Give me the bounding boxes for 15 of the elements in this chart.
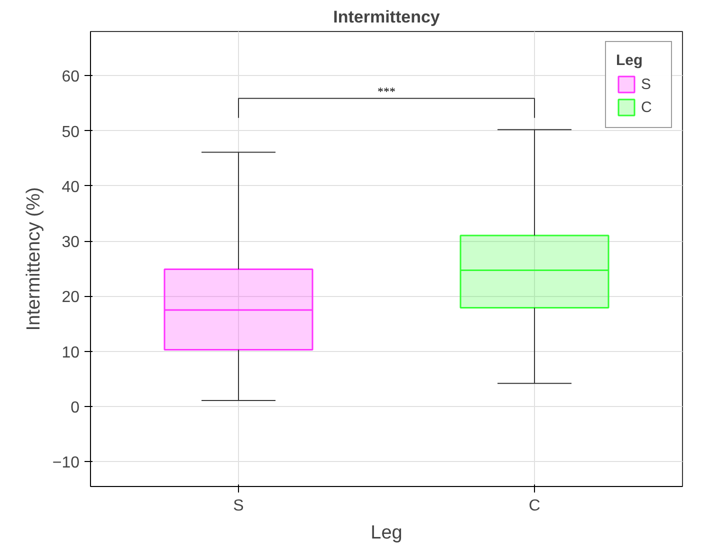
y-axis-title: Intermittency (%) [23, 187, 44, 331]
x-axis-title: Leg [370, 522, 402, 544]
chart-title: Intermittency [333, 8, 440, 26]
legend-title: Leg [616, 52, 644, 69]
y-tick-label: −10 [52, 454, 80, 472]
y-tick-label: 50 [62, 124, 80, 141]
annotation: *** [378, 84, 396, 98]
legend-label: S [641, 76, 652, 92]
y-tick-label: 30 [62, 234, 80, 252]
y-tick-label: 10 [62, 344, 80, 362]
y-tick-label: 40 [62, 178, 80, 196]
y-tick-label: 60 [62, 68, 80, 86]
y-tick-label: 20 [62, 289, 80, 306]
legend-label: C [641, 98, 653, 116]
y-tick-label: 0 [70, 400, 80, 417]
